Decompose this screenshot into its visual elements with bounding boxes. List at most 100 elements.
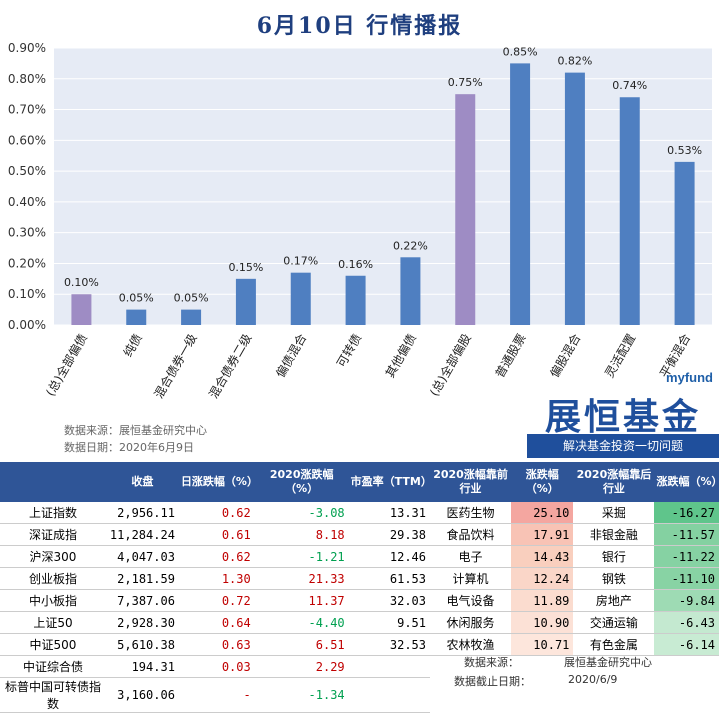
- bar: [619, 97, 640, 325]
- bar: [235, 278, 256, 325]
- x-tick-label: (总)全部偏债: [42, 331, 90, 399]
- index-name: 中证综合债: [0, 655, 106, 678]
- close-value: 7,387.06: [105, 589, 179, 612]
- pe-ratio: 61.53: [348, 567, 430, 590]
- close-value: 2,928.30: [105, 611, 179, 634]
- bar-chart: 0.00% 0.10% 0.20% 0.30% 0.40% 0.50% 0.60% 0.70%…: [8, 41, 712, 401]
- footer-source-value: 展恒基金研究中心: [564, 656, 652, 669]
- x-tick-label: 纯债: [121, 332, 145, 360]
- x-tick-label: 可转债: [333, 331, 364, 370]
- ytd-change: 21.33: [254, 567, 349, 590]
- bar: [290, 272, 311, 325]
- top-change: 12.24: [511, 567, 574, 590]
- plot-area: [54, 48, 712, 325]
- column-header: 涨跌幅（%）: [654, 462, 719, 502]
- index-name: 沪深300: [0, 545, 106, 568]
- bar-value-label: 0.15%: [228, 261, 263, 274]
- column-header: 日涨跌幅（%）: [178, 462, 258, 502]
- top-industry: 电气设备: [430, 589, 512, 612]
- table-row: 电子 14.43 银行 -11.22: [430, 545, 719, 568]
- ytd-change: 2.29: [254, 655, 349, 678]
- chart-source: 数据来源：展恒基金研究中心: [64, 424, 207, 437]
- index-name: 中小板指: [0, 589, 106, 612]
- table-row: 计算机 12.24 钢铁 -11.10: [430, 567, 719, 590]
- ytd-change: 6.51: [254, 633, 349, 656]
- bottom-industry: 钢铁: [573, 567, 655, 590]
- bar: [400, 257, 421, 325]
- bottom-industry: 交通运输: [573, 611, 655, 634]
- pe-ratio: [348, 655, 430, 678]
- bottom-change: -9.84: [654, 589, 719, 612]
- bottom-change: -16.27: [654, 502, 719, 524]
- bar-value-label: 0.75%: [448, 76, 483, 89]
- pe-ratio: 9.51: [348, 611, 430, 634]
- bar-value-label: 0.05%: [174, 292, 209, 305]
- y-tick-label: 0.60%: [8, 133, 46, 147]
- bar-value-label: 0.53%: [667, 144, 702, 157]
- close-value: 194.31: [105, 655, 179, 678]
- y-tick-label: 0.80%: [8, 72, 46, 86]
- top-change: 10.90: [511, 611, 574, 634]
- ytd-change: -1.34: [254, 677, 349, 713]
- footer-date-label: 数据截止日期：: [454, 675, 531, 688]
- ytd-change: 11.37: [254, 589, 349, 612]
- y-tick-label: 0.00%: [8, 318, 46, 332]
- pe-ratio: 13.31: [348, 502, 430, 524]
- daily-change: 0.62: [178, 502, 255, 524]
- top-change: 11.89: [511, 589, 574, 612]
- table-row: 上证指数 2,956.11 0.62 -3.08 13.31: [0, 502, 430, 524]
- x-tick-label: 其他偏债: [382, 331, 419, 380]
- x-tick-label: 普通股票: [493, 332, 529, 381]
- table-row: 深证成指 11,284.24 0.61 8.18 29.38: [0, 523, 430, 546]
- table-row: 中证500 5,610.38 0.63 6.51 32.53: [0, 633, 430, 656]
- bottom-change: -6.14: [654, 633, 719, 656]
- top-industry: 计算机: [430, 567, 512, 590]
- ytd-change: -3.08: [254, 502, 349, 524]
- bar-value-label: 0.10%: [64, 276, 99, 289]
- industry-table: 2020涨幅靠前行业 涨跌幅（%） 2020涨幅靠后行业 涨跌幅（%） 医药生物 25.1…: [430, 462, 719, 656]
- top-industry: 休闲服务: [430, 611, 512, 634]
- bar: [181, 309, 202, 325]
- pe-ratio: 12.46: [348, 545, 430, 568]
- table-row: 中小板指 7,387.06 0.72 11.37 32.03: [0, 589, 430, 612]
- close-value: 4,047.03: [105, 545, 179, 568]
- footer-source-label: 数据来源：: [464, 656, 519, 669]
- table-row: 医药生物 25.10 采掘 -16.27: [430, 502, 719, 524]
- table-row: 休闲服务 10.90 交通运输 -6.43: [430, 611, 719, 634]
- y-tick-label: 0.40%: [8, 195, 46, 209]
- bottom-industry: 房地产: [573, 589, 655, 612]
- table-row: 食品饮料 17.91 非银金融 -11.57: [430, 523, 719, 546]
- top-industry: 医药生物: [430, 502, 512, 524]
- close-value: 11,284.24: [105, 523, 179, 546]
- y-tick-label: 0.70%: [8, 103, 46, 117]
- bar-value-label: 0.16%: [338, 258, 373, 271]
- bar: [674, 161, 695, 325]
- table-row: 上证50 2,928.30 0.64 -4.40 9.51: [0, 611, 430, 634]
- daily-change: 0.64: [178, 611, 255, 634]
- bar: [126, 309, 147, 325]
- column-header: 市盈率（TTM）: [348, 462, 432, 502]
- y-tick-label: 0.50%: [8, 164, 46, 178]
- x-tick-label: (总)全部偏股: [426, 331, 474, 399]
- logo-brand: myfund: [666, 370, 713, 385]
- column-header: 2020涨跌幅（%）: [254, 462, 349, 502]
- footer-date-value: 2020/6/9: [568, 673, 618, 686]
- bottom-industry: 采掘: [573, 502, 655, 524]
- bar-value-label: 0.17%: [283, 255, 318, 268]
- table-row: 创业板指 2,181.59 1.30 21.33 61.53: [0, 567, 430, 590]
- pe-ratio: [348, 677, 430, 713]
- bar-value-label: 0.05%: [119, 292, 154, 305]
- pe-ratio: 32.03: [348, 589, 430, 612]
- bottom-change: -11.22: [654, 545, 719, 568]
- bar: [345, 275, 366, 325]
- brand-logo: myfund 展恒基金 解决基金投资一切问题: [527, 370, 719, 462]
- bar-value-label: 0.22%: [393, 239, 428, 252]
- ytd-change: -4.40: [254, 611, 349, 634]
- top-change: 25.10: [511, 502, 574, 524]
- close-value: 3,160.06: [105, 677, 179, 713]
- bar: [564, 72, 585, 325]
- index-name: 上证50: [0, 611, 106, 634]
- top-industry: 食品饮料: [430, 523, 512, 546]
- y-tick-label: 0.10%: [8, 287, 46, 301]
- column-header: 收盘: [105, 462, 179, 502]
